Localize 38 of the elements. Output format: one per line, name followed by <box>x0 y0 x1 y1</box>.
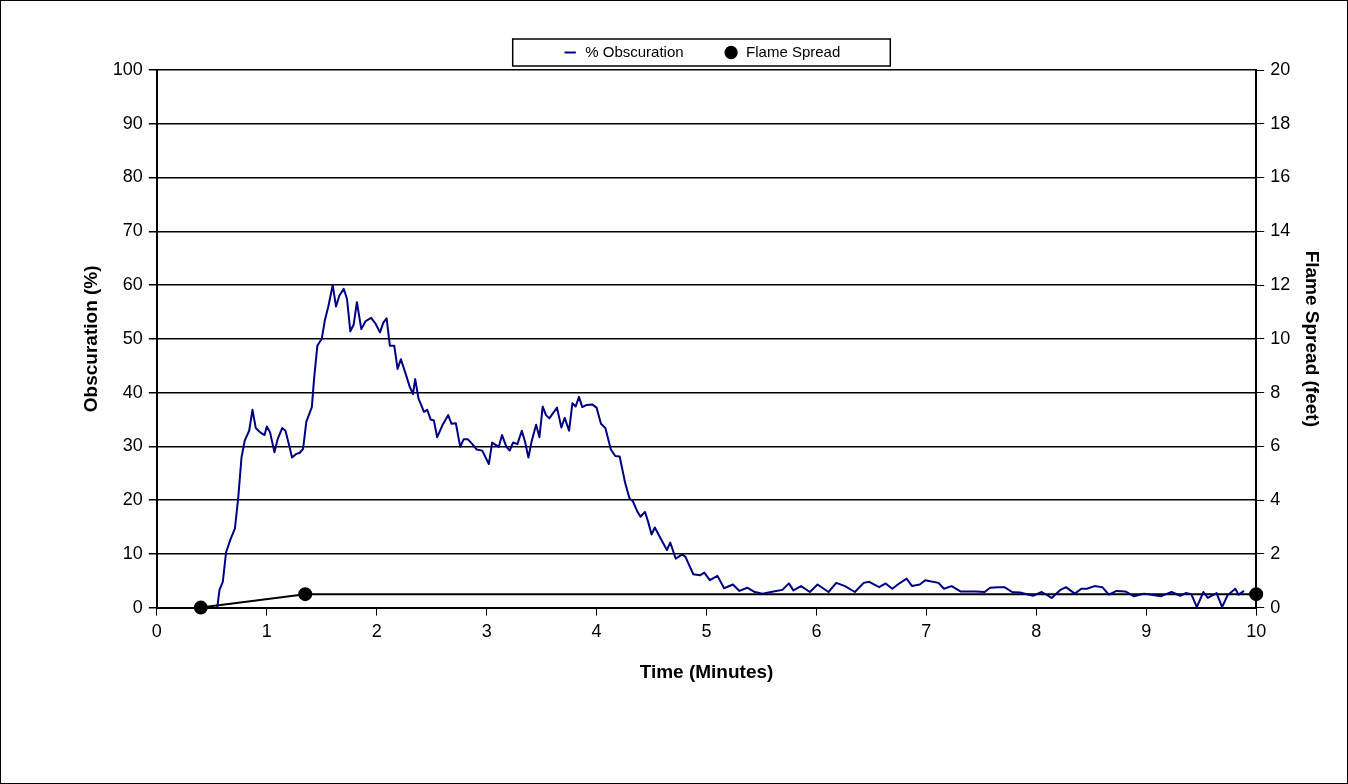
y2-tick-label: 4 <box>1270 489 1281 510</box>
y2-tick-label: 20 <box>1270 58 1291 79</box>
x-tick-label: 4 <box>591 621 602 642</box>
x-tick-label: 5 <box>701 621 712 642</box>
y-tick-label: 10 <box>122 542 143 563</box>
y-tick-label: 40 <box>122 381 143 402</box>
y-tick-label: 20 <box>122 489 143 510</box>
y2-axis-title: Flame Spread (feet) <box>1302 250 1324 427</box>
legend-label: % Obscuration <box>585 42 684 60</box>
y2-tick-label: 6 <box>1270 435 1281 456</box>
x-tick-label: 8 <box>1031 621 1042 642</box>
y2-tick-label: 18 <box>1270 112 1291 133</box>
y-tick-label: 70 <box>122 220 143 241</box>
x-tick-label: 3 <box>481 621 492 642</box>
x-tick-label: 7 <box>921 621 932 642</box>
y-tick-label: 90 <box>122 112 143 133</box>
y-tick-label: 80 <box>122 166 143 187</box>
y2-tick-label: 14 <box>1270 220 1291 241</box>
y-tick-label: 0 <box>132 596 143 617</box>
x-tick-label: 10 <box>1246 621 1267 642</box>
y2-tick-label: 8 <box>1270 381 1281 402</box>
y-tick-label: 100 <box>112 58 143 79</box>
x-axis-title: Time (Minutes) <box>639 660 774 682</box>
x-tick-label: 6 <box>811 621 822 642</box>
x-tick-label: 1 <box>261 621 272 642</box>
legend-label: Flame Spread <box>746 42 841 60</box>
y2-tick-label: 0 <box>1270 596 1281 617</box>
x-tick-label: 0 <box>151 621 162 642</box>
x-tick-label: 9 <box>1141 621 1152 642</box>
y-axis-title: Obscuration (%) <box>79 265 101 413</box>
y-tick-label: 30 <box>122 435 143 456</box>
y2-tick-label: 16 <box>1270 166 1291 187</box>
x-tick-label: 2 <box>371 621 382 642</box>
y-tick-label: 60 <box>122 274 143 295</box>
y2-tick-label: 12 <box>1270 274 1291 295</box>
y2-tick-label: 2 <box>1270 542 1281 563</box>
y2-tick-label: 10 <box>1270 327 1291 348</box>
y-tick-label: 50 <box>122 327 143 348</box>
